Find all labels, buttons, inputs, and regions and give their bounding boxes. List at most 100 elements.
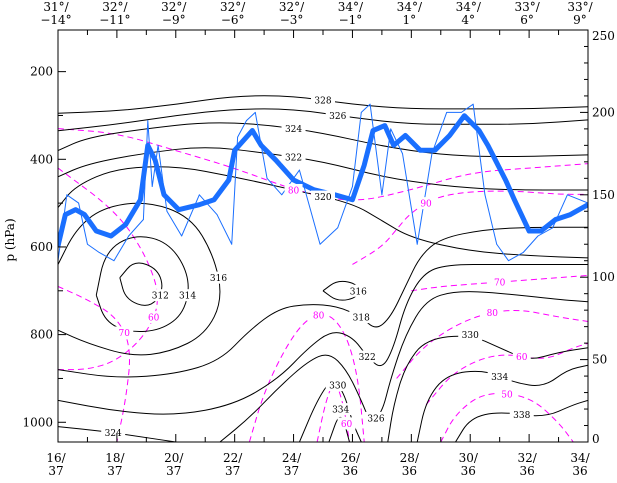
height-thick-point (233, 148, 237, 152)
theta-contour-line (95, 236, 189, 333)
x-tick-label-bottom-2: 37 (166, 464, 181, 478)
theta-contour-label-bg (349, 311, 374, 324)
x-tick-label-top-2: −6° (221, 13, 245, 27)
y-tick-label: 600 (30, 240, 53, 254)
x-tick-label-top-2: 4° (461, 13, 475, 27)
height-thin-point (552, 227, 554, 229)
height-thick-point (250, 129, 254, 133)
height-thick-point (124, 222, 128, 226)
height-thick-point (350, 198, 354, 202)
height-thick-point (212, 198, 216, 202)
height-thin-point (484, 194, 486, 196)
x-tick-label-top-2: 1° (403, 13, 417, 27)
y-tick-label: 200 (30, 65, 53, 79)
theta-contour-label-bg (101, 426, 126, 439)
theta-contour-label-bg (487, 370, 512, 383)
theta-contour-label-bg (328, 403, 353, 416)
y2-tick-label: 50 (592, 353, 607, 367)
x-tick-label-bottom-2: 37 (48, 464, 63, 478)
theta-contour-label: 326 (367, 414, 384, 424)
theta-contour-label-bg (346, 284, 371, 297)
height-thick-point (383, 124, 387, 128)
x-tick-label-bottom-2: 36 (343, 464, 358, 478)
rh-contour-label-bg (115, 326, 134, 339)
rh-contour-label-bg (417, 197, 436, 210)
height-thin-point (369, 103, 371, 105)
x-tick-label-top: 32°/ (102, 0, 128, 14)
theta-contour-label: 328 (314, 97, 331, 107)
x-tick-label-top: 33°/ (567, 0, 593, 14)
rh-contour-label: 80 (313, 311, 325, 321)
rh-contour-label-bg (284, 183, 303, 196)
height-thick-point (462, 114, 466, 118)
x-tick-label-top: 32°/ (161, 0, 187, 14)
theta-contour-label-bg (311, 190, 335, 203)
theta-contour-label-bg (148, 289, 173, 302)
height-thin-point (281, 194, 283, 196)
theta-contour-label: 334 (332, 406, 349, 416)
height-thick-point (274, 158, 278, 162)
height-thick-point (477, 129, 481, 133)
height-thin-point (231, 243, 233, 245)
rh-contour-label: 70 (119, 329, 131, 339)
height-thin-point (299, 169, 300, 171)
x-tick-label-top: 34°/ (397, 0, 423, 14)
rh-contour-line (440, 392, 574, 442)
rh-contour-label: 60 (341, 420, 353, 430)
height-thick-point (74, 208, 78, 212)
theta-contour-line (455, 399, 588, 442)
theta-contour-label-bg (175, 289, 200, 302)
theta-contour-label: 338 (513, 411, 530, 421)
contour-labels: 328 326 324 322 320 316 314 312 318 316 322 326 324 3… (101, 94, 534, 439)
y-axis-label: p (hPa) (3, 218, 17, 261)
theta-contour-line (58, 108, 588, 132)
height-thin-point (254, 112, 256, 113)
x-tick-label-bottom-2: 36 (461, 464, 476, 478)
theta-contour-label: 334 (491, 373, 508, 383)
rh-contour-line (352, 190, 588, 265)
height-thin-point (237, 136, 239, 138)
height-thick-point (109, 234, 113, 238)
x-tick-label-top: 31°/ (43, 0, 69, 14)
rh-contour-label: 70 (494, 279, 506, 289)
rh-contour-label: 50 (501, 390, 513, 400)
x-tick-label-bottom: 28/ (400, 451, 420, 465)
x-tick-label-bottom-2: 36 (402, 464, 417, 478)
height-thin-point (151, 186, 153, 187)
height-thin-point (496, 243, 498, 245)
height-thin-point (522, 252, 524, 253)
x-tick-label-bottom-2: 37 (107, 464, 122, 478)
height-thick-point (94, 229, 98, 233)
height-thick-point (392, 143, 396, 147)
height-thick-point (539, 229, 543, 233)
theta-contour-label: 312 (152, 292, 169, 302)
y2-tick-label: 0 (592, 432, 600, 446)
height-thick-point (486, 143, 490, 147)
height-thin-point (566, 194, 568, 196)
height-thin-point (147, 120, 149, 122)
theta-contour-label-bg (281, 122, 306, 135)
x-tick-label-bottom: 18/ (105, 451, 125, 465)
rh-contour-label-bg (337, 417, 356, 430)
rh-contour-label-bg (483, 306, 502, 319)
x-tick-label-top-2: 9° (573, 13, 587, 27)
height-thick-point (418, 148, 422, 152)
x-tick-label-bottom: 32/ (517, 451, 537, 465)
height-thin-point (216, 214, 218, 215)
theta-contour-line (58, 122, 588, 158)
theta-contour-label: 320 (314, 193, 331, 203)
height-thin-point (390, 128, 392, 130)
rh-contour-line (396, 310, 588, 379)
height-thin-point (319, 243, 321, 245)
y2-tick-label: 100 (592, 270, 615, 284)
height-thick-point (568, 213, 572, 217)
height-thin-point (78, 202, 80, 204)
theta-contour-label-bg (355, 350, 380, 363)
height-thick-point (448, 133, 452, 137)
height-thin-point (537, 235, 539, 237)
height-thick-point (504, 178, 508, 182)
y-tick-label: 1000 (22, 415, 53, 429)
rh-contour-label-bg (490, 276, 509, 289)
height-thin-point (181, 235, 183, 237)
theta-contour-line (387, 335, 588, 442)
